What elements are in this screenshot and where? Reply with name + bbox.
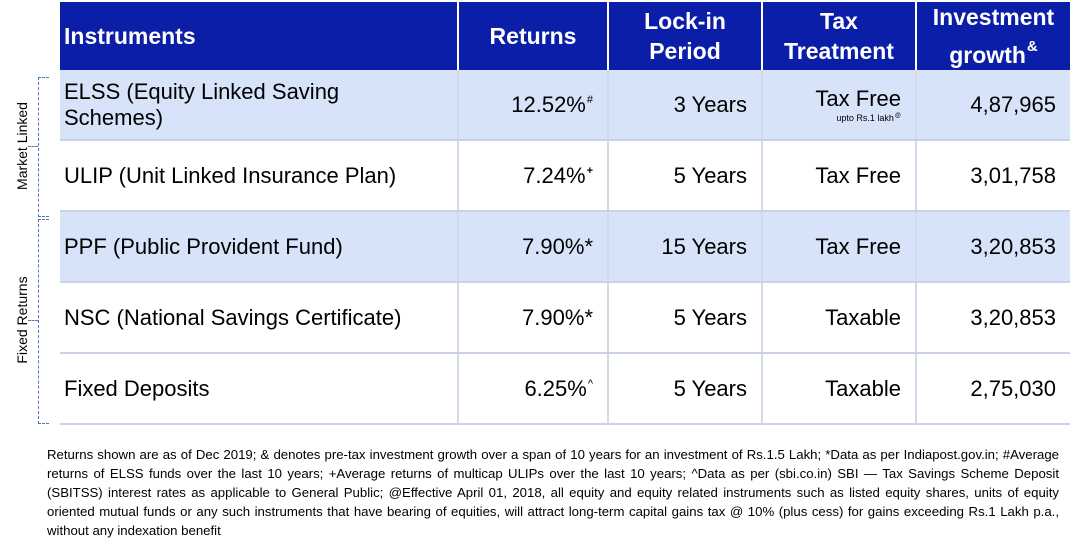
table-row: Fixed Deposits 6.25%^ 5 Years Taxable 2,… — [60, 353, 1070, 425]
header-lockin: Lock-in Period — [608, 2, 763, 70]
growth-cell: 3,20,853 — [916, 211, 1070, 283]
header-growth-text: Investment growth — [932, 4, 1055, 68]
market-linked-label: Market Linked — [14, 102, 30, 190]
growth-cell: 3,20,853 — [916, 282, 1070, 354]
instruments-comparison-table: Instruments Returns Lock-in Period Tax T… — [60, 2, 1070, 425]
returns-cell: 12.52%# — [458, 70, 609, 141]
market-linked-bracket-tick — [28, 146, 38, 147]
footnote-text: Returns shown are as of Dec 2019; & deno… — [47, 447, 1059, 538]
table-row: ELSS (Equity Linked Saving Schemes) 12.5… — [60, 70, 1070, 141]
tax-note-text: upto Rs.1 lakh — [836, 113, 894, 123]
returns-mark: + — [586, 164, 593, 177]
tax-value: Tax Free — [815, 86, 901, 111]
table-row: NSC (National Savings Certificate) 7.90%… — [60, 282, 1070, 354]
returns-value: 7.24% — [523, 162, 586, 188]
growth-cell: 2,75,030 — [916, 353, 1070, 425]
returns-mark: # — [586, 93, 593, 106]
returns-value: 7.90% — [522, 304, 585, 330]
returns-value: 7.90% — [522, 233, 585, 259]
lockin-cell: 5 Years — [608, 140, 763, 212]
instrument-cell: PPF (Public Provident Fund) — [60, 211, 459, 283]
instrument-cell: NSC (National Savings Certificate) — [60, 282, 459, 354]
returns-mark: * — [584, 233, 593, 259]
header-instruments: Instruments — [60, 2, 459, 70]
returns-value: 12.52% — [511, 91, 586, 117]
market-linked-bracket — [38, 77, 49, 217]
returns-mark: ^ — [587, 377, 593, 390]
tax-note-mark: @ — [894, 113, 901, 119]
table-row: PPF (Public Provident Fund) 7.90%* 15 Ye… — [60, 211, 1070, 283]
instrument-cell: ULIP (Unit Linked Insurance Plan) — [60, 140, 459, 212]
instrument-cell: Fixed Deposits — [60, 353, 459, 425]
header-returns: Returns — [458, 2, 609, 70]
fixed-returns-bracket — [38, 219, 49, 424]
tax-cell: Tax Free upto Rs.1 lakh@ — [762, 70, 917, 141]
table-header-row: Instruments Returns Lock-in Period Tax T… — [60, 2, 1070, 70]
fixed-returns-bracket-tick — [28, 320, 38, 321]
lockin-cell: 5 Years — [608, 282, 763, 354]
header-growth-mark: & — [1026, 38, 1038, 55]
growth-cell: 4,87,965 — [916, 70, 1070, 141]
lockin-cell: 5 Years — [608, 353, 763, 425]
tax-cell: Tax Free — [762, 211, 917, 283]
returns-mark: * — [584, 304, 593, 330]
returns-cell: 7.24%+ — [458, 140, 609, 212]
instrument-cell: ELSS (Equity Linked Saving Schemes) — [60, 70, 459, 141]
growth-cell: 3,01,758 — [916, 140, 1070, 212]
table-row: ULIP (Unit Linked Insurance Plan) 7.24%+… — [60, 140, 1070, 212]
header-tax: Tax Treatment — [762, 2, 917, 70]
returns-cell: 7.90%* — [458, 282, 609, 354]
returns-cell: 6.25%^ — [458, 353, 609, 425]
fixed-returns-label: Fixed Returns — [14, 276, 30, 364]
lockin-cell: 15 Years — [608, 211, 763, 283]
returns-value: 6.25% — [524, 375, 587, 401]
header-growth: Investment growth& — [916, 2, 1070, 70]
tax-cell: Taxable — [762, 282, 917, 354]
returns-cell: 7.90%* — [458, 211, 609, 283]
lockin-cell: 3 Years — [608, 70, 763, 141]
tax-note: upto Rs.1 lakh@ — [777, 111, 901, 123]
tax-cell: Tax Free — [762, 140, 917, 212]
tax-cell: Taxable — [762, 353, 917, 425]
